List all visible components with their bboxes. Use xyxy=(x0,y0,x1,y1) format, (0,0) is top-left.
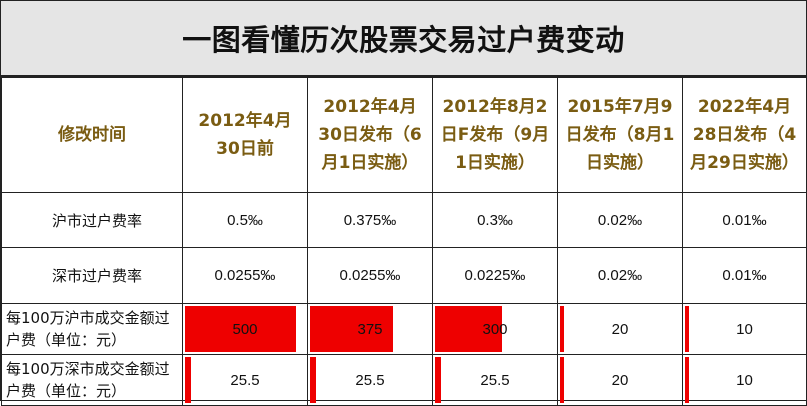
header-period-4: 2015年7月9日发布（8月1日实施） xyxy=(565,97,675,173)
bar-value-label: 25.5 xyxy=(355,371,385,389)
bar-cell: 20 xyxy=(557,303,683,355)
table-row: 每100万深市成交金额过户费（单位：元） 25.5 25.5 25.5 20 1… xyxy=(1,354,807,406)
data-bar xyxy=(685,306,689,352)
table-cell: 0.0255‰ xyxy=(182,247,308,304)
data-bar xyxy=(560,357,564,403)
row-label: 深市过户费率 xyxy=(1,247,183,304)
header-period-1: 2012年4月30日前 xyxy=(198,111,292,159)
table-cell: 0.0255‰ xyxy=(307,247,433,304)
bar-value-label: 20 xyxy=(611,371,629,389)
table-cell: 0.02‰ xyxy=(557,247,683,304)
fee-table: 修改时间 2012年4月30日前 2012年4月30日发布（6月1日实施） 20… xyxy=(1,77,807,406)
table-row: 每100万沪市成交金额过户费（单位：元） 500 375 300 20 10 xyxy=(1,303,807,355)
bar-value-label: 375 xyxy=(357,320,383,338)
table-cell: 0.01‰ xyxy=(682,247,807,304)
table-cell: 0.01‰ xyxy=(682,192,807,248)
bar-value-label: 25.5 xyxy=(230,371,260,389)
header-row: 修改时间 2012年4月30日前 2012年4月30日发布（6月1日实施） 20… xyxy=(1,77,807,193)
table-cell: 0.3‰ xyxy=(432,192,558,248)
table-row: 深市过户费率 0.0255‰ 0.0255‰ 0.0225‰ 0.02‰ 0.0… xyxy=(1,247,807,304)
bar-value-label: 10 xyxy=(736,320,753,338)
bar-cell: 25.5 xyxy=(307,354,433,406)
row-label: 每100万沪市成交金额过户费（单位：元） xyxy=(1,303,183,355)
bar-cell: 10 xyxy=(682,354,807,406)
bar-value-label: 25.5 xyxy=(480,371,510,389)
bar-cell: 375 xyxy=(307,303,433,355)
bar-cell: 300 xyxy=(432,303,558,355)
bar-value-label: 20 xyxy=(611,320,629,338)
data-bar xyxy=(435,357,441,403)
bar-cell: 10 xyxy=(682,303,807,355)
table-cell: 0.5‰ xyxy=(182,192,308,248)
header-label: 修改时间 xyxy=(58,125,126,145)
bar-cell: 20 xyxy=(557,354,683,406)
page-title: 一图看懂历次股票交易过户费变动 xyxy=(182,23,625,57)
data-bar xyxy=(435,306,502,352)
header-period-2: 2012年4月30日发布（6月1日实施） xyxy=(318,97,422,173)
title-bar: 一图看懂历次股票交易过户费变动 xyxy=(1,1,806,77)
header-cell-period: 2012年4月30日前 xyxy=(182,77,308,193)
data-bar xyxy=(310,306,393,352)
header-cell-label: 修改时间 xyxy=(1,77,183,193)
bar-value-label: 300 xyxy=(482,320,508,338)
data-bar xyxy=(685,357,689,403)
header-cell-period: 2012年4月30日发布（6月1日实施） xyxy=(307,77,433,193)
bar-cell: 25.5 xyxy=(432,354,558,406)
table-cell: 0.02‰ xyxy=(557,192,683,248)
table-row: 沪市过户费率 0.5‰ 0.375‰ 0.3‰ 0.02‰ 0.01‰ xyxy=(1,192,807,248)
header-cell-period: 2022年4月28日发布（4月29日实施） xyxy=(682,77,807,193)
bar-cell: 500 xyxy=(182,303,308,355)
header-period-3: 2012年8月2日F发布（9月1日实施） xyxy=(440,97,550,173)
table-cell: 0.0225‰ xyxy=(432,247,558,304)
header-cell-period: 2015年7月9日发布（8月1日实施） xyxy=(557,77,683,193)
table-cell: 0.375‰ xyxy=(307,192,433,248)
data-bar xyxy=(185,357,191,403)
data-bar xyxy=(560,306,564,352)
bar-cell: 25.5 xyxy=(182,354,308,406)
row-label: 沪市过户费率 xyxy=(1,192,183,248)
row-label: 每100万深市成交金额过户费（单位：元） xyxy=(1,354,183,406)
bar-value-label: 500 xyxy=(232,320,258,338)
bar-value-label: 10 xyxy=(736,371,753,389)
header-period-5: 2022年4月28日发布（4月29日实施） xyxy=(690,97,799,173)
data-bar xyxy=(310,357,316,403)
header-cell-period: 2012年8月2日F发布（9月1日实施） xyxy=(432,77,558,193)
data-bar xyxy=(185,306,296,352)
